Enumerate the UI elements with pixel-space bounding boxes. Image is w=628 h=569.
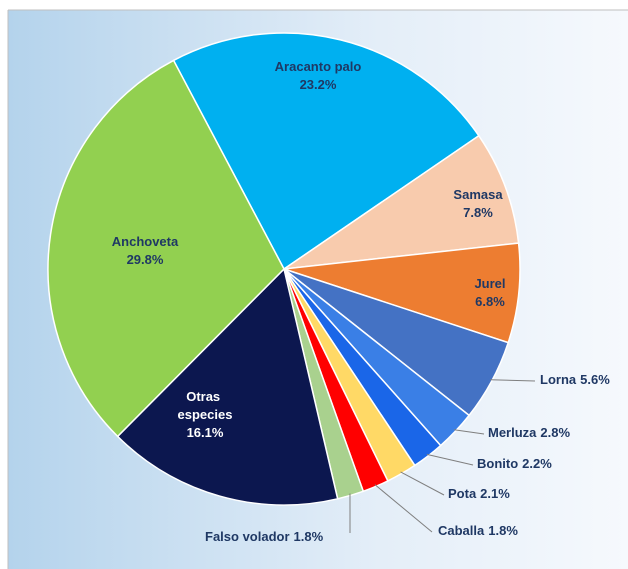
label-name: Otras especies [178, 389, 233, 422]
label-name: Jurel [474, 276, 505, 291]
data-label: Otras especies 16.1% [178, 389, 233, 440]
data-label: Merluza 2.8% [488, 425, 570, 440]
label-value: 29.8% [127, 252, 164, 267]
label-name: Lorna [540, 372, 577, 387]
leader-line [490, 379, 536, 382]
label-name: Merluza [488, 425, 537, 440]
label-name: Caballa [438, 523, 485, 538]
leader-line [400, 471, 445, 496]
data-label: Anchoveta 29.8% [112, 234, 179, 267]
data-label: Bonito 2.2% [477, 456, 552, 471]
data-label: Lorna 5.6% [540, 372, 610, 387]
label-value: 6.8% [475, 294, 505, 309]
leader-line [454, 429, 485, 435]
pie-slice [283, 134, 520, 270]
leader-line [374, 484, 433, 533]
data-label: Pota 2.1% [448, 486, 510, 501]
label-value: 16.1% [187, 425, 224, 440]
label-name: Bonito [477, 456, 518, 471]
pie-slice [172, 32, 480, 271]
label-value: 2.8% [540, 425, 570, 440]
data-label: Caballa 1.8% [438, 523, 518, 538]
label-value: 7.8% [463, 205, 493, 220]
label-name: Samasa [453, 187, 503, 202]
label-name: Pota [448, 486, 477, 501]
label-value: 23.2% [300, 77, 337, 92]
data-label: Jurel 6.8% [474, 276, 505, 309]
pie-slice [47, 59, 285, 438]
label-value: 2.2% [522, 456, 552, 471]
label-name: Falso volador [205, 529, 290, 544]
label-name: Anchoveta [112, 234, 179, 249]
leader-line [426, 453, 474, 466]
label-value: 1.8% [294, 529, 324, 544]
pie-slice [116, 267, 339, 506]
label-value: 1.8% [488, 523, 518, 538]
label-name: Aracanto palo [275, 59, 362, 74]
data-label: Falso volador 1.8% [205, 529, 324, 544]
data-label: Aracanto palo 23.2% [275, 59, 362, 92]
label-value: 5.6% [580, 372, 610, 387]
data-label: Samasa 7.8% [453, 187, 503, 220]
label-value: 2.1% [480, 486, 510, 501]
